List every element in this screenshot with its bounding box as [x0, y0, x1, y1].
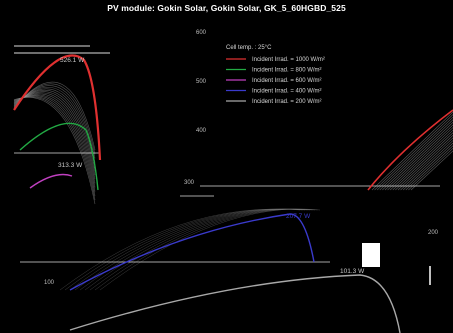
- white-marker: [362, 243, 380, 267]
- max-power-label: 313.3 W: [58, 162, 83, 169]
- y-tick-label: 600: [196, 30, 207, 36]
- legend: Cell temp. : 25°C Incident Irrad. = 1000 …: [226, 45, 325, 105]
- legend-entry: Incident Irrad. = 1000 W/m²: [252, 57, 325, 63]
- series-line-4: [69, 213, 315, 291]
- max-power-label: 101.3 W: [340, 268, 365, 275]
- side-label: 100: [44, 280, 55, 286]
- legend-title: Cell temp. : 25°C: [226, 45, 272, 51]
- legend-entry: Incident Irrad. = 600 W/m²: [252, 78, 322, 84]
- y-tick-label: 400: [196, 128, 207, 134]
- max-power-label: 207.7 W: [286, 213, 311, 220]
- side-label: 200: [428, 230, 439, 236]
- legend-entry: Incident Irrad. = 800 W/m²: [252, 68, 322, 74]
- background-hatch: [13, 45, 453, 291]
- power-curves: [13, 54, 453, 333]
- annotations: 526.1 W 313.3 W 207.7 W 101.3 W 100 200 300: [44, 57, 439, 286]
- y-tick-label: 500: [196, 79, 207, 85]
- series-line-5: [69, 274, 401, 333]
- max-power-label: 526.1 W: [60, 57, 85, 64]
- legend-entry: Incident Irrad. = 400 W/m²: [252, 89, 322, 95]
- series-line-2: [19, 122, 99, 191]
- chart-title: PV module: Gokin Solar, Gokin Solar, GK_…: [107, 3, 346, 13]
- series-line-1-right: [367, 109, 453, 191]
- series-line-3: [29, 173, 73, 189]
- side-label: 300: [184, 180, 195, 186]
- y-axis-ticks: 600 500 400: [196, 30, 207, 134]
- series-line-1: [13, 54, 102, 161]
- legend-entry: Incident Irrad. = 200 W/m²: [252, 99, 322, 105]
